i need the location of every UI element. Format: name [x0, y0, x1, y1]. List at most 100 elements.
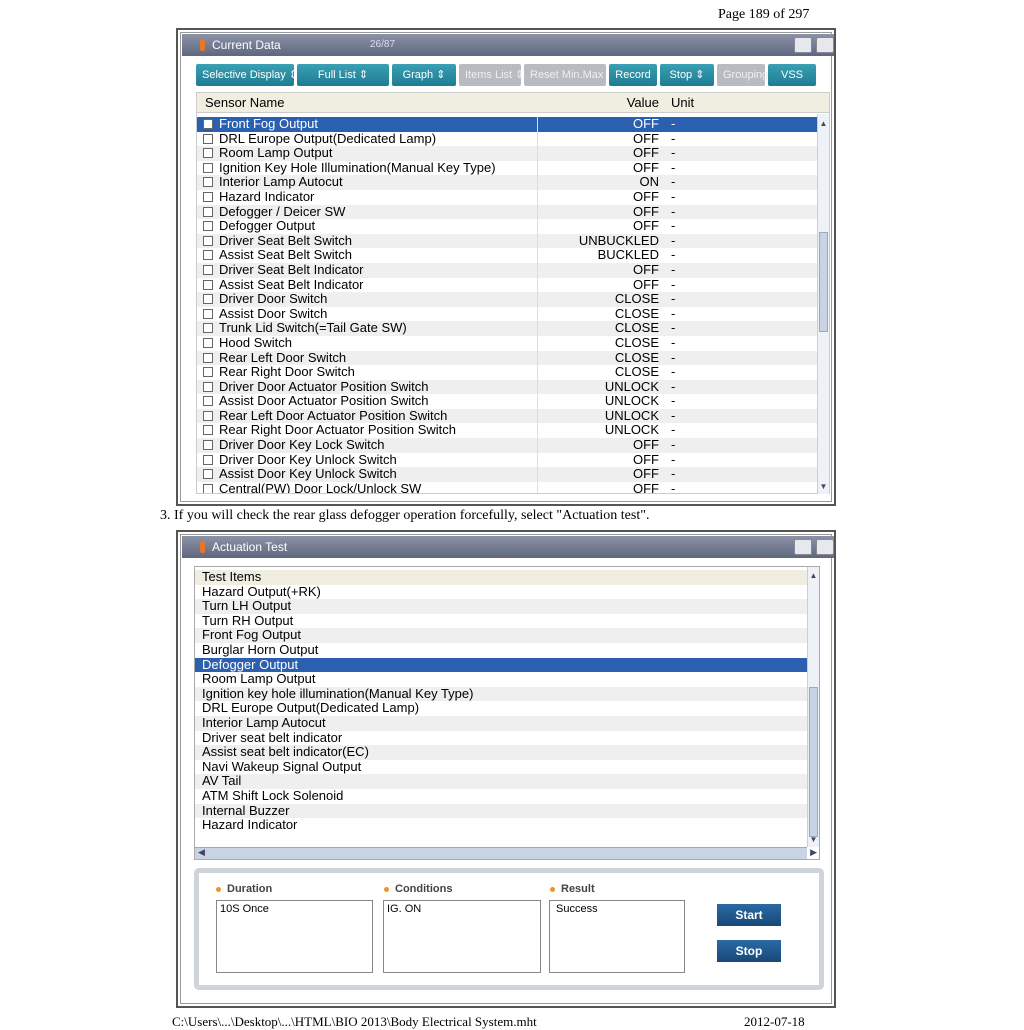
header-sensor-name[interactable]: Sensor Name: [205, 95, 285, 110]
toolbar-button-2[interactable]: Graph ⇕: [392, 64, 456, 86]
table-row[interactable]: Central(PW) Door Lock/Unlock SW OFF -: [197, 481, 817, 493]
row-checkbox[interactable]: [203, 352, 213, 363]
table-row[interactable]: Room Lamp Output OFF -: [197, 146, 817, 161]
row-checkbox[interactable]: [203, 250, 213, 261]
table-row[interactable]: Trunk Lid Switch(=Tail Gate SW) CLOSE -: [197, 321, 817, 336]
test-item[interactable]: Defogger Output: [195, 657, 807, 673]
scroll-down-icon[interactable]: ▼: [819, 482, 828, 491]
row-checkbox[interactable]: [203, 323, 213, 334]
toolbar-button-8[interactable]: VSS: [768, 64, 816, 86]
toolbar-button-5[interactable]: Record: [609, 64, 657, 86]
table-row[interactable]: Rear Right Door Switch CLOSE -: [197, 364, 817, 380]
sensor-value: UNLOCK: [537, 408, 662, 424]
test-item[interactable]: Burglar Horn Output: [202, 641, 319, 657]
table-row[interactable]: Driver Seat Belt Switch UNBUCKLED -: [197, 233, 817, 249]
menu-icon[interactable]: [816, 539, 834, 555]
table-row[interactable]: Interior Lamp Autocut ON -: [197, 175, 817, 190]
row-checkbox[interactable]: [203, 148, 213, 159]
table-row[interactable]: Driver Door Key Lock Switch OFF -: [197, 437, 817, 453]
toolbar-button-1[interactable]: Full List ⇕: [297, 64, 389, 86]
table-row[interactable]: Driver Door Actuator Position Switch UNLO…: [197, 379, 817, 395]
header-unit[interactable]: Unit: [671, 95, 695, 110]
scroll-up-icon[interactable]: ▲: [819, 119, 828, 128]
table-row[interactable]: Driver Door Key Unlock Switch OFF -: [197, 452, 817, 468]
print-icon[interactable]: [794, 539, 812, 555]
row-checkbox[interactable]: [203, 410, 213, 421]
scroll-thumb[interactable]: [819, 232, 828, 332]
row-checkbox[interactable]: [203, 206, 213, 217]
row-checkbox[interactable]: [203, 235, 213, 246]
row-checkbox[interactable]: [203, 396, 213, 407]
row-checkbox[interactable]: [203, 425, 213, 436]
menu-icon[interactable]: [816, 37, 834, 53]
table-row[interactable]: Ignition Key Hole Illumination(Manual Ke…: [197, 160, 817, 176]
horizontal-scrollbar[interactable]: ◀ ▶: [195, 847, 817, 859]
table-row[interactable]: DRL Europe Output(Dedicated Lamp) OFF -: [197, 131, 817, 147]
test-item[interactable]: ATM Shift Lock Solenoid: [202, 787, 344, 803]
row-checkbox[interactable]: [203, 381, 213, 392]
test-item[interactable]: AV Tail: [195, 774, 807, 789]
table-row[interactable]: Hazard Indicator OFF -: [197, 189, 817, 205]
row-checkbox[interactable]: [203, 454, 213, 465]
test-item[interactable]: DRL Europe Output(Dedicated Lamp): [202, 700, 420, 716]
vertical-scrollbar[interactable]: ▲ ▼: [807, 567, 819, 847]
row-checkbox[interactable]: [203, 279, 213, 290]
row-checkbox[interactable]: [203, 469, 213, 480]
table-row[interactable]: Defogger / Deicer SW OFF -: [197, 204, 817, 220]
row-checkbox[interactable]: [203, 440, 213, 451]
test-item[interactable]: Front Fog Output: [195, 628, 807, 643]
table-row[interactable]: Rear Right Door Actuator Position Switch…: [197, 423, 817, 439]
table-row[interactable]: Rear Left Door Actuator Position Switch U…: [197, 408, 817, 424]
test-item[interactable]: Navi Wakeup Signal Output: [202, 758, 362, 774]
table-row[interactable]: Assist Door Actuator Position Switch UNLO…: [197, 394, 817, 409]
table-row[interactable]: Front Fog Output OFF -: [197, 116, 817, 132]
print-icon[interactable]: [794, 37, 812, 53]
test-item[interactable]: Turn RH Output: [202, 612, 294, 628]
sensor-value: UNLOCK: [537, 423, 662, 439]
row-checkbox[interactable]: [203, 294, 213, 305]
table-row[interactable]: Hood Switch CLOSE -: [197, 335, 817, 351]
row-checkbox[interactable]: [203, 367, 213, 378]
scroll-up-icon[interactable]: ▲: [809, 571, 818, 580]
test-item[interactable]: Ignition key hole illumination(Manual Ke…: [195, 686, 807, 702]
test-item[interactable]: Driver seat belt indicator: [202, 729, 343, 745]
row-checkbox[interactable]: [203, 119, 213, 129]
row-checkbox[interactable]: [203, 308, 213, 319]
table-row[interactable]: Driver Door Switch CLOSE -: [197, 292, 817, 307]
header-value[interactable]: Value: [626, 95, 659, 110]
scroll-right-icon[interactable]: ▶: [810, 847, 817, 857]
table-row[interactable]: Assist Door Key Unlock Switch OFF -: [197, 467, 817, 482]
scroll-thumb[interactable]: [809, 687, 818, 837]
scroll-down-icon[interactable]: ▼: [809, 835, 818, 844]
toolbar-button-6[interactable]: Stop ⇕: [660, 64, 714, 86]
table-row[interactable]: Rear Left Door Switch CLOSE -: [197, 350, 817, 366]
row-checkbox[interactable]: [203, 177, 213, 188]
scroll-left-icon[interactable]: ◀: [198, 847, 205, 857]
table-row[interactable]: Driver Seat Belt Indicator OFF -: [197, 262, 817, 278]
test-item[interactable]: Hazard Indicator: [202, 817, 298, 833]
test-item[interactable]: Interior Lamp Autocut: [195, 715, 807, 731]
sensor-value: OFF: [537, 277, 662, 293]
row-checkbox[interactable]: [203, 191, 213, 202]
test-item[interactable]: Turn LH Output: [195, 599, 807, 614]
table-row[interactable]: Assist Seat Belt Switch BUCKLED -: [197, 248, 817, 263]
row-checkbox[interactable]: [203, 337, 213, 348]
table-row[interactable]: Defogger Output OFF -: [197, 219, 817, 234]
vertical-scrollbar[interactable]: ▲ ▼: [817, 114, 829, 494]
start-button[interactable]: Start: [717, 904, 781, 926]
test-item[interactable]: Room Lamp Output: [202, 671, 316, 687]
toolbar-button-0[interactable]: Selective Display ⇕: [196, 64, 298, 86]
row-checkbox[interactable]: [203, 162, 213, 173]
row-checkbox[interactable]: [203, 221, 213, 232]
table-row[interactable]: Assist Seat Belt Indicator OFF -: [197, 277, 817, 293]
row-checkbox[interactable]: [203, 264, 213, 275]
test-item[interactable]: Internal Buzzer: [195, 803, 807, 819]
sensor-unit: -: [671, 393, 676, 409]
row-checkbox[interactable]: [203, 483, 213, 493]
row-checkbox[interactable]: [203, 133, 213, 144]
table-row[interactable]: Assist Door Switch CLOSE -: [197, 306, 817, 322]
test-item[interactable]: Hazard Output(+RK): [202, 583, 321, 599]
table-header: Sensor Name Value Unit: [197, 93, 829, 113]
test-item[interactable]: Assist seat belt indicator(EC): [195, 745, 807, 760]
stop-button[interactable]: Stop: [717, 940, 781, 962]
